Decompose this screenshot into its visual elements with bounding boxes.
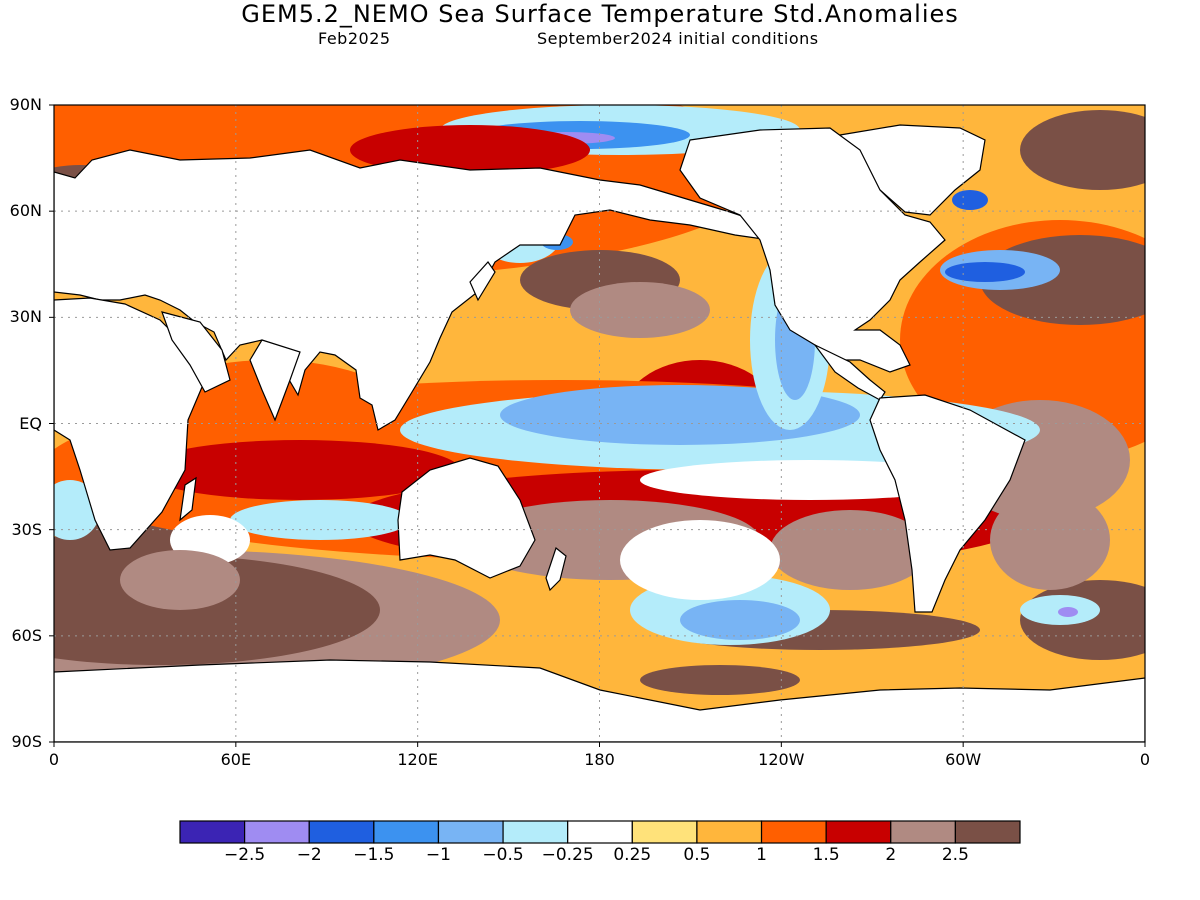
- new-zealand-land: [545, 546, 567, 592]
- graticule: [54, 105, 1145, 742]
- anomaly-region: [570, 282, 710, 338]
- south-america-land: [869, 394, 1026, 613]
- anomaly-region: [230, 500, 410, 540]
- axis-ticks: [49, 104, 1146, 747]
- colorbar-label: −2: [296, 845, 322, 865]
- colorbar-label: −2.5: [223, 845, 266, 865]
- north-america-land: [679, 127, 946, 373]
- eurasia-land: [54, 149, 772, 431]
- arabia-land: [161, 311, 231, 393]
- colorbar-label: 2.5: [941, 845, 969, 865]
- longitude-label: 60W: [945, 750, 982, 769]
- anomaly-region: [945, 262, 1025, 282]
- longitude-label: 0: [1139, 750, 1151, 769]
- anomaly-region: [952, 190, 988, 210]
- land-masses: [54, 124, 1145, 742]
- anomaly-region: [990, 490, 1110, 590]
- anomaly-region: [680, 600, 800, 640]
- colorbar-label: 1.5: [812, 845, 840, 865]
- colorbar-label: −1.5: [353, 845, 395, 865]
- anomaly-region: [620, 520, 780, 600]
- latitude-label: 90N: [9, 95, 42, 114]
- colorbar-label: 2: [885, 845, 897, 865]
- anomaly-region: [120, 550, 240, 610]
- australia-land: [397, 457, 536, 579]
- anomaly-region: [1020, 110, 1145, 190]
- colorbar-label: 0.5: [683, 845, 711, 865]
- forecast-month: Feb2025: [318, 29, 391, 48]
- latitude-label: 30N: [9, 307, 42, 327]
- longitude-label: 120W: [758, 750, 805, 769]
- japan-land: [469, 261, 496, 302]
- longitude-label: 60E: [220, 750, 252, 769]
- colorbar-label: −0.5: [482, 845, 524, 865]
- longitude-label: 120E: [397, 750, 438, 769]
- colorbar-label: −0.25: [541, 845, 594, 865]
- colorbar-label: 1: [756, 845, 767, 865]
- longitude-label: 180: [584, 750, 615, 769]
- latitude-label: 30S: [11, 519, 42, 539]
- madagascar-land: [179, 476, 197, 522]
- map-title: GEM5.2_NEMO Sea Surface Temperature Std.…: [241, 0, 959, 28]
- latitude-label: 60N: [9, 201, 42, 221]
- anomaly-region: [1058, 607, 1078, 617]
- latitude-label: 90S: [11, 732, 42, 751]
- longitude-label: 0: [48, 750, 60, 769]
- india-land: [249, 339, 301, 422]
- colorbar-label: −1: [425, 845, 451, 865]
- anomaly-region: [140, 440, 460, 500]
- colorbar-label: 0.25: [613, 845, 652, 865]
- latitude-label: EQ: [19, 413, 42, 433]
- latitude-label: 60S: [11, 625, 42, 645]
- anomaly-region: [640, 665, 800, 695]
- central-america-land: [814, 344, 886, 401]
- initial-conditions-label: September2024 initial conditions: [537, 29, 819, 48]
